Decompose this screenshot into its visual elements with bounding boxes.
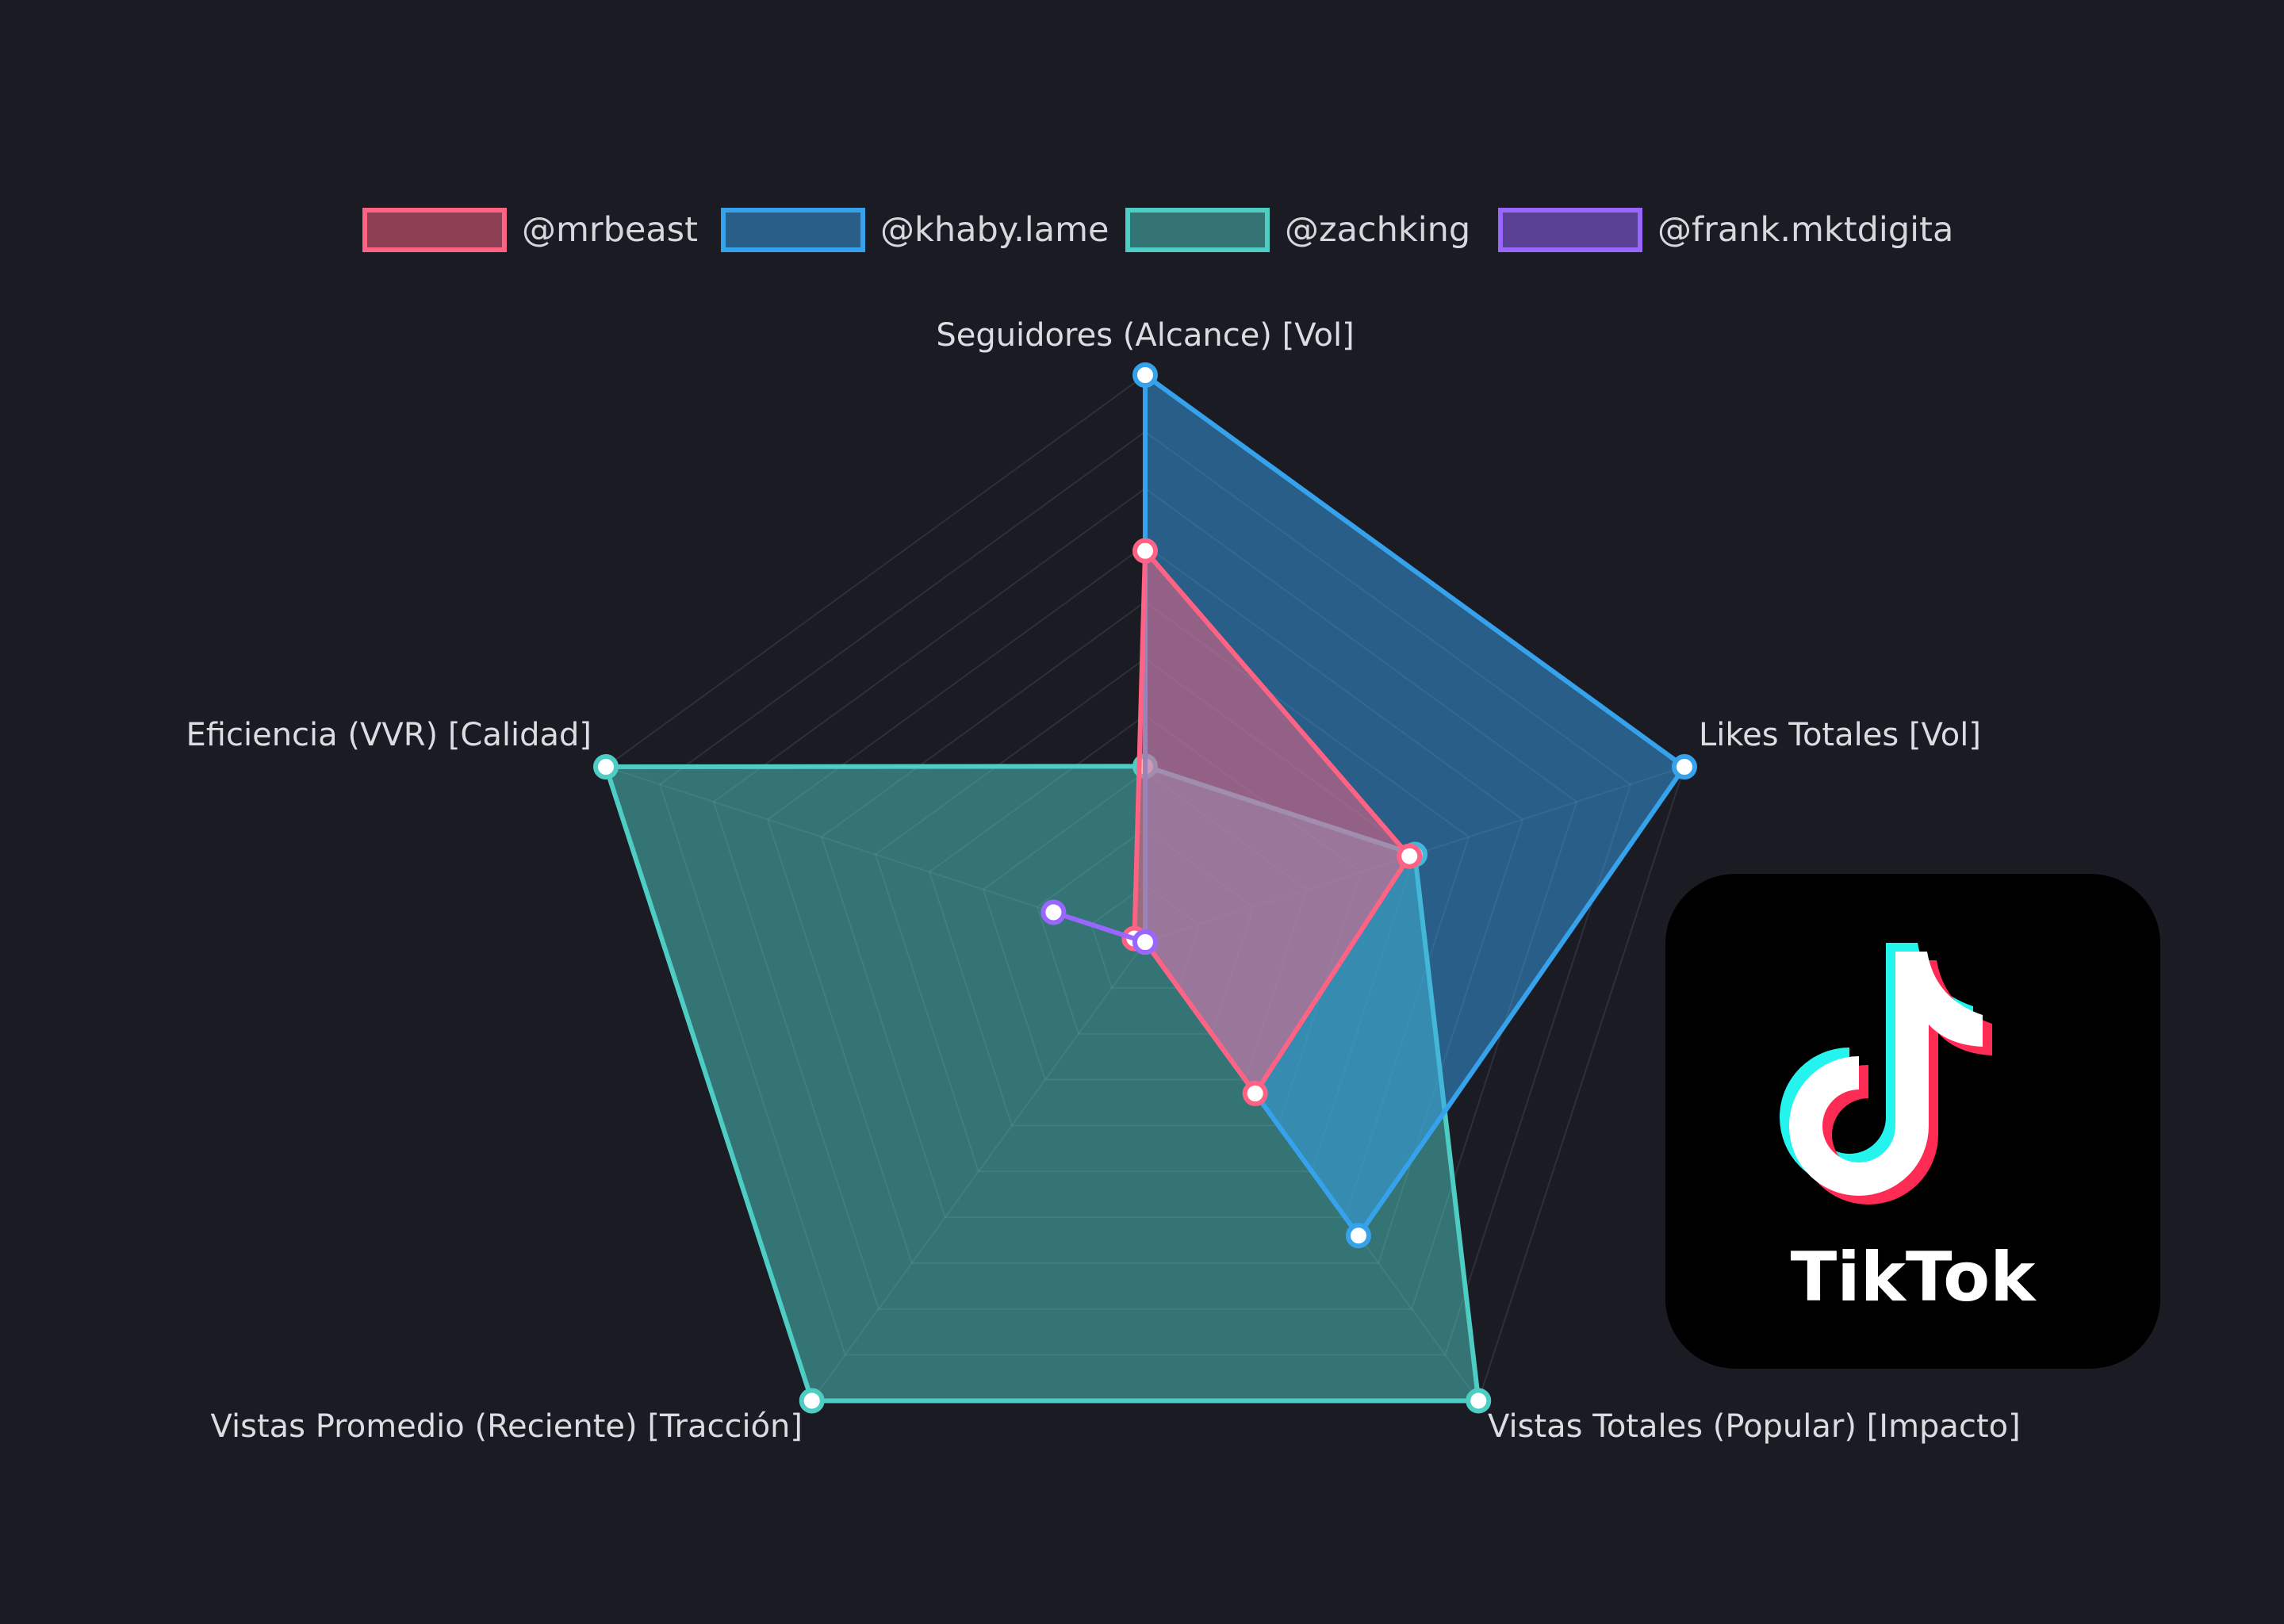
data-point-zachking-4[interactable] (592, 754, 619, 780)
data-point-zachking-2[interactable] (1466, 1388, 1492, 1414)
axis-labels: Seguidores (Alcance) [Vol] Likes Totales … (186, 317, 2021, 1445)
legend-label: @zachking (1285, 210, 1470, 250)
legend-item-zachking[interactable]: @zachking (1125, 208, 1470, 252)
legend-item-frank-mktdigita[interactable]: @frank.mktdigita (1498, 208, 1953, 252)
legend-label: @mrbeast (522, 210, 698, 250)
data-point-mrbeast-2[interactable] (1242, 1080, 1268, 1106)
tiktok-logo: TikTok (1665, 874, 2160, 1369)
series-frank-mktdigita (1040, 899, 1158, 955)
axis-label-1: Likes Totales [Vol] (1699, 717, 1981, 753)
series-area-mrbeast (1132, 548, 1412, 1096)
axis-label-0: Seguidores (Alcance) [Vol] (936, 317, 1354, 354)
data-point-mrbeast-0[interactable] (1132, 538, 1158, 564)
legend-swatch (1125, 208, 1270, 252)
data-point-frank-mktdigita-3[interactable] (1132, 929, 1158, 955)
axis-label-4: Eficiencia (VVR) [Calidad] (186, 717, 592, 753)
legend-swatch (721, 208, 865, 252)
tiktok-note-icon (1780, 943, 1992, 1205)
data-point-khaby-lame-1[interactable] (1672, 754, 1698, 780)
data-point-khaby-lame-0[interactable] (1132, 362, 1158, 388)
legend-label: @frank.mktdigita (1657, 210, 1953, 250)
axis-label-2: Vistas Totales (Popular) [Impacto] (1488, 1408, 2021, 1445)
data-point-zachking-3[interactable] (799, 1388, 825, 1414)
series-mrbeast (1121, 538, 1423, 1106)
legend-item-khaby-lame[interactable]: @khaby.lame (721, 208, 1109, 252)
legend-item-mrbeast[interactable]: @mrbeast (362, 208, 698, 252)
series-layer (592, 362, 1698, 1414)
axis-label-3: Vistas Promedio (Reciente) [Tracción] (211, 1408, 803, 1445)
data-point-frank-mktdigita-4[interactable] (1040, 899, 1067, 925)
legend-swatch (1498, 208, 1642, 252)
legend-label: @khaby.lame (880, 210, 1109, 250)
legend-swatch (362, 208, 507, 252)
legend: @mrbeast @khaby.lame @zachking @frank.mktdi… (362, 208, 1953, 252)
tiktok-logo-text: TikTok (1791, 1238, 2037, 1317)
data-point-mrbeast-1[interactable] (1397, 843, 1423, 869)
data-point-khaby-lame-2[interactable] (1345, 1223, 1371, 1249)
